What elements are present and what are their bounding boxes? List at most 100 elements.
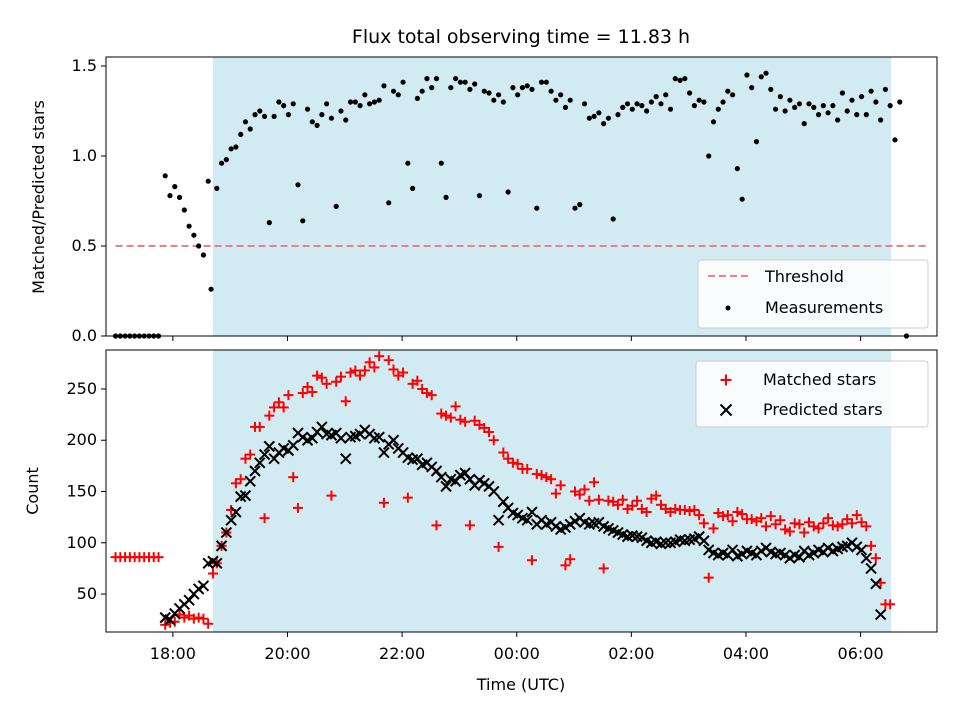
matched-star-point <box>398 367 409 378</box>
matched-star-point <box>436 408 447 419</box>
measurement-point <box>367 101 373 107</box>
matched-star-point <box>732 507 743 518</box>
top-y-tick-label: 0.0 <box>72 326 97 345</box>
measurement-point <box>252 112 258 118</box>
matched-stars-points <box>110 351 896 630</box>
measurement-point <box>191 232 197 238</box>
measurement-point <box>706 153 712 159</box>
matched-star-point <box>555 480 566 491</box>
measurement-point <box>534 205 540 211</box>
measurement-point <box>510 85 516 91</box>
measurement-point <box>519 85 526 91</box>
top-legend-box <box>697 259 929 329</box>
measurement-point <box>548 88 554 94</box>
predicted-star-point <box>855 544 868 556</box>
matched-star-point <box>359 365 370 376</box>
chart-title: Flux total observing time = 11.83 h <box>352 26 690 48</box>
matched-star-point <box>355 370 366 381</box>
matched-star-point <box>273 397 284 408</box>
matched-star-point <box>641 507 652 518</box>
measurement-point <box>319 112 325 118</box>
measurement-point <box>395 92 401 98</box>
matched-star-point <box>498 447 509 458</box>
measurement-point <box>892 137 898 143</box>
x-tick-label: 20:00 <box>264 644 310 663</box>
matched-star-point <box>612 499 623 510</box>
predicted-star-point <box>249 465 261 477</box>
measurement-point <box>424 76 430 82</box>
measurement-point <box>414 95 420 101</box>
measurement-point <box>854 112 860 118</box>
measurement-point <box>763 70 769 76</box>
matched-star-point <box>259 513 270 524</box>
predicted-star-point <box>335 432 347 444</box>
measurement-point <box>228 146 234 152</box>
bottom-legend: Matched stars Predicted stars <box>695 360 929 428</box>
measurement-point <box>176 194 183 200</box>
predicted-star-point <box>239 489 252 502</box>
predicted-star-point <box>526 506 538 518</box>
matched-star-point <box>288 472 299 483</box>
measurement-point <box>333 203 339 209</box>
measurement-point <box>687 90 693 96</box>
measurement-point <box>238 131 244 137</box>
matched-star-point <box>402 492 413 503</box>
measurement-point <box>715 106 721 112</box>
measurement-point <box>290 101 296 107</box>
measurement-point <box>300 218 306 224</box>
matched-star-point <box>627 500 638 511</box>
measurement-point <box>242 119 249 125</box>
measurement-point <box>849 97 855 103</box>
top-legend: Threshold Measurements <box>697 259 929 329</box>
measurement-point <box>495 92 502 98</box>
predicted-star-point <box>230 506 242 518</box>
matched-star-point <box>789 518 800 529</box>
measurement-point <box>620 104 626 110</box>
measurement-point <box>644 108 650 114</box>
matched-star-point <box>727 516 738 527</box>
measurement-point <box>233 144 239 150</box>
matched-star-point <box>455 414 466 425</box>
x-tick-label: 02:00 <box>608 644 654 663</box>
measurement-point <box>553 97 559 103</box>
measurement-point <box>352 99 358 105</box>
matched-star-point <box>326 490 337 501</box>
measurement-point <box>825 110 831 116</box>
measurement-point <box>347 99 354 105</box>
matched-star-point <box>316 372 327 383</box>
measurement-point <box>276 99 282 105</box>
matched-star-point <box>708 523 719 534</box>
predicted-stars-points <box>159 421 887 626</box>
matched-star-point <box>426 390 437 401</box>
measurement-point <box>691 103 697 109</box>
matched-star-point <box>297 388 308 399</box>
matched-star-point <box>579 484 590 495</box>
measurement-point <box>200 252 207 258</box>
measurement-point <box>271 113 277 119</box>
legend-matched-marker <box>720 374 732 386</box>
measurement-point <box>196 243 202 249</box>
matched-star-point <box>378 497 389 508</box>
measurement-point <box>481 88 487 94</box>
matched-star-point <box>689 504 700 515</box>
measurement-point <box>725 88 731 94</box>
measurement-point <box>782 108 788 114</box>
matched-star-point <box>245 449 256 460</box>
measurement-point <box>247 126 253 132</box>
predicted-star-point <box>211 557 223 570</box>
measurement-point <box>758 74 764 80</box>
matched-star-point <box>593 494 604 505</box>
matched-star-point <box>522 463 533 474</box>
legend-predicted-swatch <box>719 403 733 417</box>
matched-star-point <box>765 511 776 522</box>
measurement-point <box>328 115 335 121</box>
measurement-point <box>314 122 320 128</box>
bottom-legend-box <box>695 360 929 428</box>
matched-star-point <box>870 553 881 564</box>
measurement-point <box>457 79 463 85</box>
legend-predicted-marker <box>719 403 733 417</box>
matched-star-point <box>703 572 714 583</box>
measurement-point <box>601 121 607 127</box>
measurement-point <box>577 202 583 208</box>
measurement-point <box>257 108 263 114</box>
